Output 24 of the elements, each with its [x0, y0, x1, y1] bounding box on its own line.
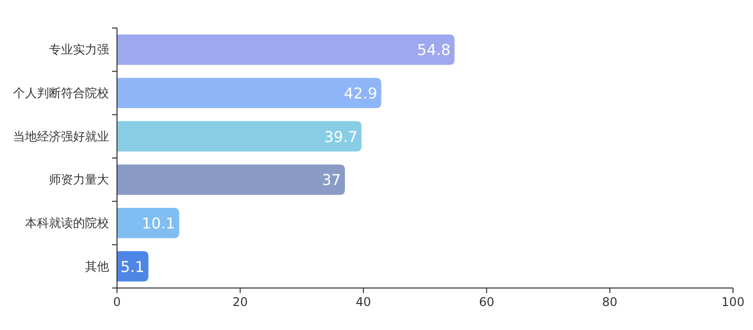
y-tick-label: 专业实力强: [49, 42, 109, 57]
data-label: 37: [322, 171, 341, 190]
y-tick-label: 个人判断符合院校: [13, 86, 109, 100]
bar: [117, 251, 148, 282]
y-tick-label: 师资力量大: [49, 172, 109, 187]
bar: [117, 164, 345, 195]
bar: [117, 78, 382, 108]
x-tick-label: 60: [478, 295, 494, 309]
data-label: 39.7: [324, 128, 358, 146]
y-tick-label: 当地经济强好就业: [13, 129, 109, 144]
x-tick-label: 20: [232, 295, 248, 309]
y-tick-label: 其他: [85, 259, 109, 274]
bar: [117, 34, 455, 65]
x-tick-label: 100: [722, 295, 744, 309]
data-label: 5.1: [120, 258, 144, 276]
x-tick-label: 80: [602, 295, 618, 309]
data-label: 10.1: [142, 214, 176, 232]
x-tick-label: 40: [356, 295, 372, 309]
bar: [117, 121, 362, 152]
bar: [117, 208, 180, 238]
x-tick-label: 0: [113, 295, 121, 309]
data-label: 42.9: [344, 84, 378, 102]
data-label: 54.8: [417, 41, 451, 60]
y-tick-label: 本科就读的院校: [25, 216, 109, 230]
